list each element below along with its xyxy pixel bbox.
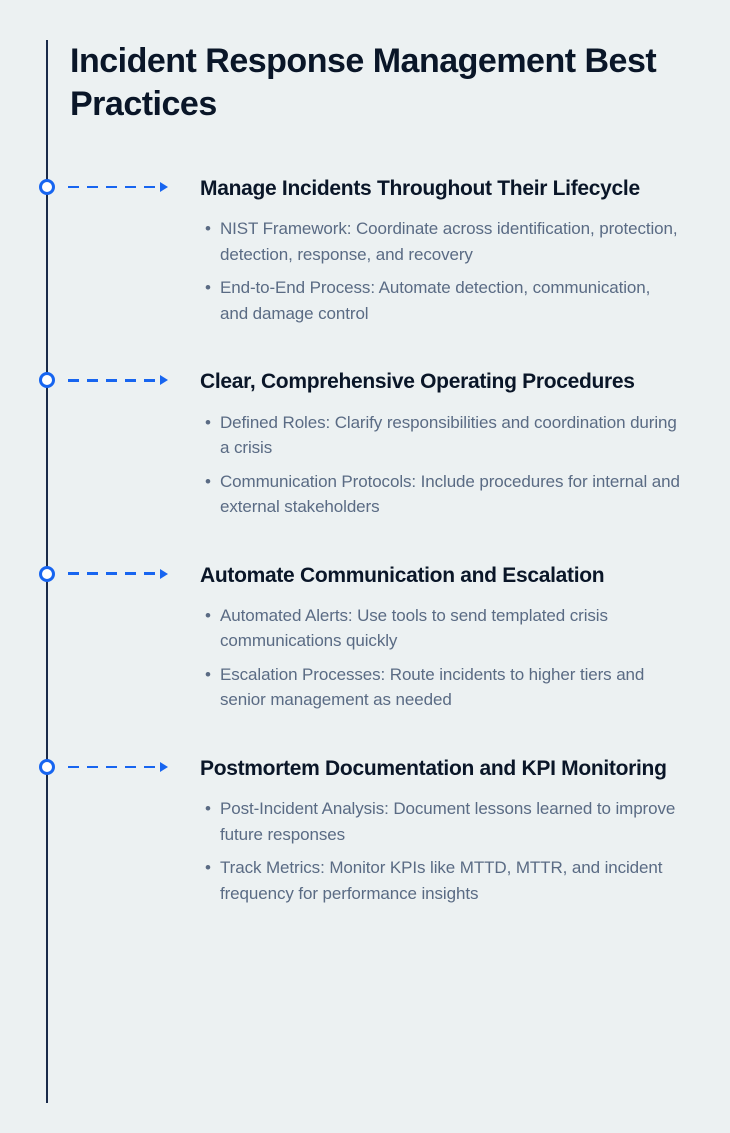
- dashed-arrow-icon: [68, 573, 183, 575]
- timeline-section: Automate Communication and Escalation Au…: [40, 562, 680, 713]
- timeline-section: Clear, Comprehensive Operating Procedure…: [40, 368, 680, 519]
- page-title: Incident Response Management Best Practi…: [70, 40, 680, 125]
- section-bullet-list: NIST Framework: Coordinate across identi…: [200, 216, 680, 326]
- timeline-bullet-icon: [39, 759, 55, 775]
- dashed-arrow-icon: [68, 379, 183, 381]
- list-item: Escalation Processes: Route incidents to…: [200, 662, 680, 713]
- list-item: NIST Framework: Coordinate across identi…: [200, 216, 680, 267]
- timeline-bullet-icon: [39, 372, 55, 388]
- section-bullet-list: Automated Alerts: Use tools to send temp…: [200, 603, 680, 713]
- dashed-arrow-icon: [68, 766, 183, 768]
- timeline-section: Postmortem Documentation and KPI Monitor…: [40, 755, 680, 906]
- dashed-arrow-icon: [68, 186, 183, 188]
- section-heading: Postmortem Documentation and KPI Monitor…: [200, 755, 680, 782]
- list-item: Communication Protocols: Include procedu…: [200, 469, 680, 520]
- section-bullet-list: Defined Roles: Clarify responsibilities …: [200, 410, 680, 520]
- list-item: Track Metrics: Monitor KPIs like MTTD, M…: [200, 855, 680, 906]
- timeline-bullet-icon: [39, 179, 55, 195]
- timeline-section: Manage Incidents Throughout Their Lifecy…: [40, 175, 680, 326]
- list-item: Defined Roles: Clarify responsibilities …: [200, 410, 680, 461]
- section-bullet-list: Post-Incident Analysis: Document lessons…: [200, 796, 680, 906]
- section-heading: Automate Communication and Escalation: [200, 562, 680, 589]
- list-item: Post-Incident Analysis: Document lessons…: [200, 796, 680, 847]
- timeline-bullet-icon: [39, 566, 55, 582]
- section-heading: Manage Incidents Throughout Their Lifecy…: [200, 175, 680, 202]
- section-heading: Clear, Comprehensive Operating Procedure…: [200, 368, 680, 395]
- list-item: End-to-End Process: Automate detection, …: [200, 275, 680, 326]
- list-item: Automated Alerts: Use tools to send temp…: [200, 603, 680, 654]
